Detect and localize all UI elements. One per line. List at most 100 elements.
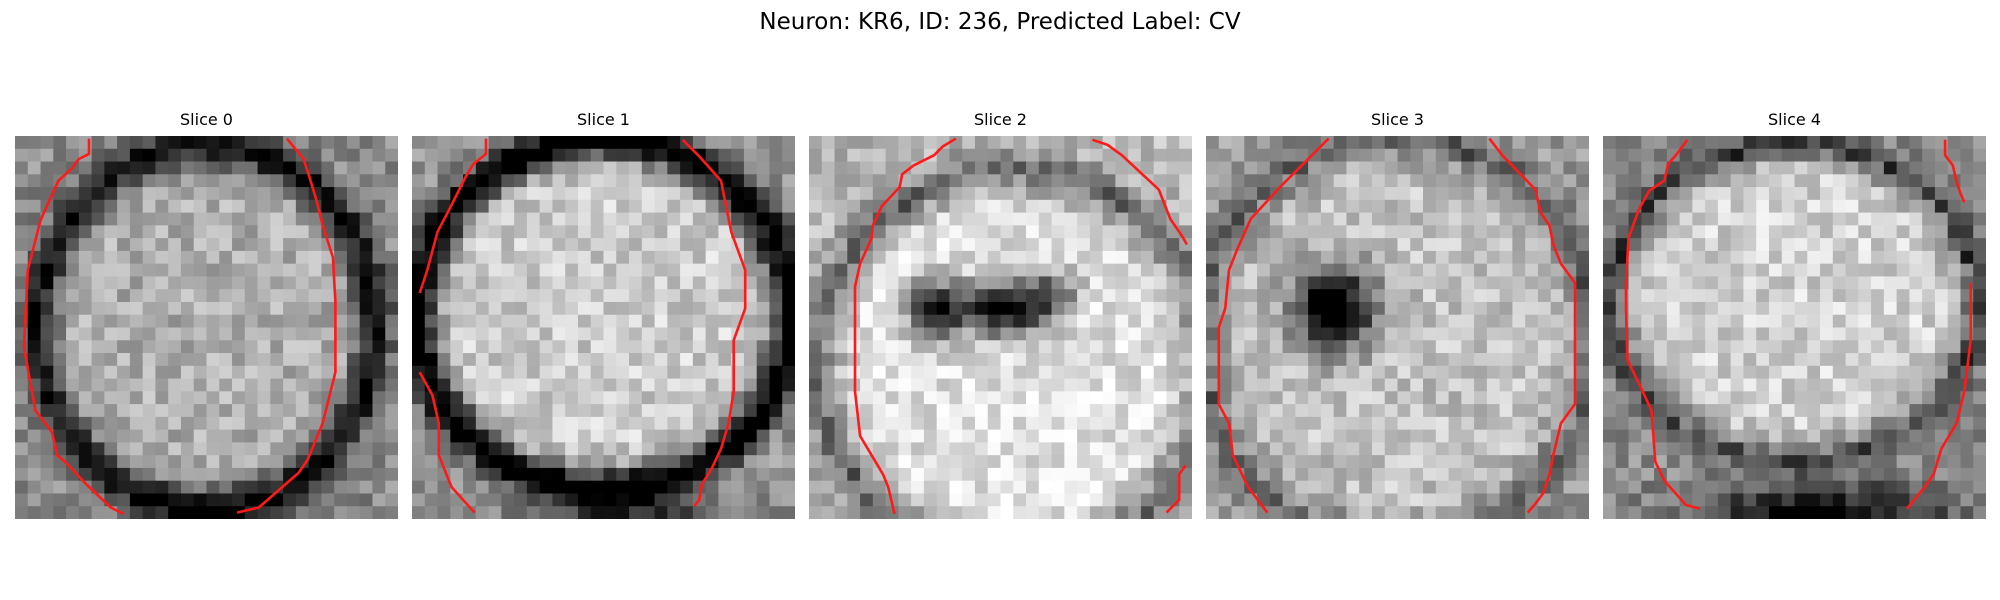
pixel	[667, 455, 681, 469]
pixel	[1896, 263, 1910, 277]
pixel	[936, 174, 950, 188]
pixel	[1756, 212, 1770, 226]
pixel	[1410, 212, 1424, 226]
pixel	[1525, 327, 1539, 341]
pixel	[1474, 416, 1488, 431]
pixel	[53, 148, 67, 162]
pixel	[1206, 480, 1220, 494]
pixel	[1448, 314, 1462, 328]
pixel	[680, 199, 694, 213]
pixel	[1089, 506, 1104, 519]
pixel	[782, 212, 795, 226]
pixel	[488, 289, 502, 303]
pixel	[1269, 148, 1283, 162]
pixel	[1768, 161, 1783, 175]
pixel	[129, 250, 144, 265]
pixel	[1807, 301, 1821, 316]
pixel	[295, 442, 310, 456]
pixel	[705, 263, 719, 277]
pixel	[359, 353, 373, 367]
pixel	[1756, 506, 1770, 519]
pixel	[475, 506, 489, 519]
pixel	[91, 391, 105, 405]
pixel	[1448, 506, 1462, 519]
pixel	[847, 429, 861, 443]
pixel	[1807, 416, 1821, 431]
pixel	[769, 148, 783, 162]
pixel	[1435, 365, 1449, 379]
pixel	[1820, 263, 1834, 277]
pixel	[552, 225, 566, 239]
pixel	[949, 365, 963, 379]
pixel	[91, 416, 105, 431]
pixel	[359, 429, 373, 443]
pixel	[1013, 250, 1027, 265]
pixel	[1128, 225, 1142, 239]
pixel	[654, 199, 668, 213]
pixel	[1077, 378, 1091, 392]
pixel	[1448, 187, 1462, 201]
pixel	[1909, 314, 1923, 328]
pixel	[847, 442, 861, 456]
pixel	[1359, 353, 1373, 367]
pixel	[1153, 276, 1167, 290]
pixel	[168, 314, 182, 328]
pixel	[718, 301, 732, 316]
pixel	[526, 212, 541, 226]
pixel	[1013, 238, 1027, 252]
pixel	[424, 480, 438, 494]
pixel	[936, 416, 950, 431]
pixel	[53, 276, 67, 290]
pixel	[1371, 416, 1386, 431]
pixel	[1013, 187, 1027, 201]
pixel	[270, 250, 284, 265]
pixel	[809, 174, 823, 188]
pixel	[424, 506, 438, 519]
pixel	[1768, 429, 1783, 443]
pixel	[1128, 442, 1142, 456]
pixel	[936, 161, 950, 175]
pixel	[232, 480, 246, 494]
pixel	[488, 225, 502, 239]
pixel	[463, 225, 477, 239]
pixel	[1499, 416, 1513, 431]
pixel	[359, 340, 373, 354]
pixel	[1550, 148, 1564, 162]
pixel	[168, 391, 182, 405]
pixel	[1359, 378, 1373, 392]
pixel	[974, 480, 989, 494]
pixel	[475, 442, 489, 456]
pixel	[1512, 404, 1526, 418]
pixel	[1257, 314, 1271, 328]
pixel	[1730, 404, 1744, 418]
pixel	[1435, 250, 1449, 265]
pixel	[1615, 136, 1629, 150]
pixel	[1525, 442, 1539, 456]
pixel	[1115, 467, 1129, 482]
pixel	[1423, 174, 1437, 188]
pixel	[680, 391, 694, 405]
pixel	[1064, 378, 1078, 392]
pixel	[53, 301, 67, 316]
pixel	[898, 404, 912, 418]
pixel	[743, 148, 758, 162]
pixel	[590, 493, 604, 507]
pixel	[1973, 212, 1986, 226]
pixel	[577, 365, 592, 379]
pixel	[974, 276, 989, 290]
pixel	[424, 416, 438, 431]
pixel	[821, 187, 835, 201]
pixel	[1973, 340, 1986, 354]
pixel	[1692, 212, 1706, 226]
pixel	[27, 467, 41, 482]
pixel	[1730, 416, 1744, 431]
pixel	[193, 161, 207, 175]
pixel	[1679, 263, 1693, 277]
pixel	[1000, 442, 1014, 456]
pixel	[731, 506, 745, 519]
pixel	[1947, 493, 1961, 507]
pixel	[1102, 161, 1116, 175]
pixel	[1333, 289, 1347, 303]
pixel	[743, 365, 758, 379]
pixel	[731, 263, 745, 277]
